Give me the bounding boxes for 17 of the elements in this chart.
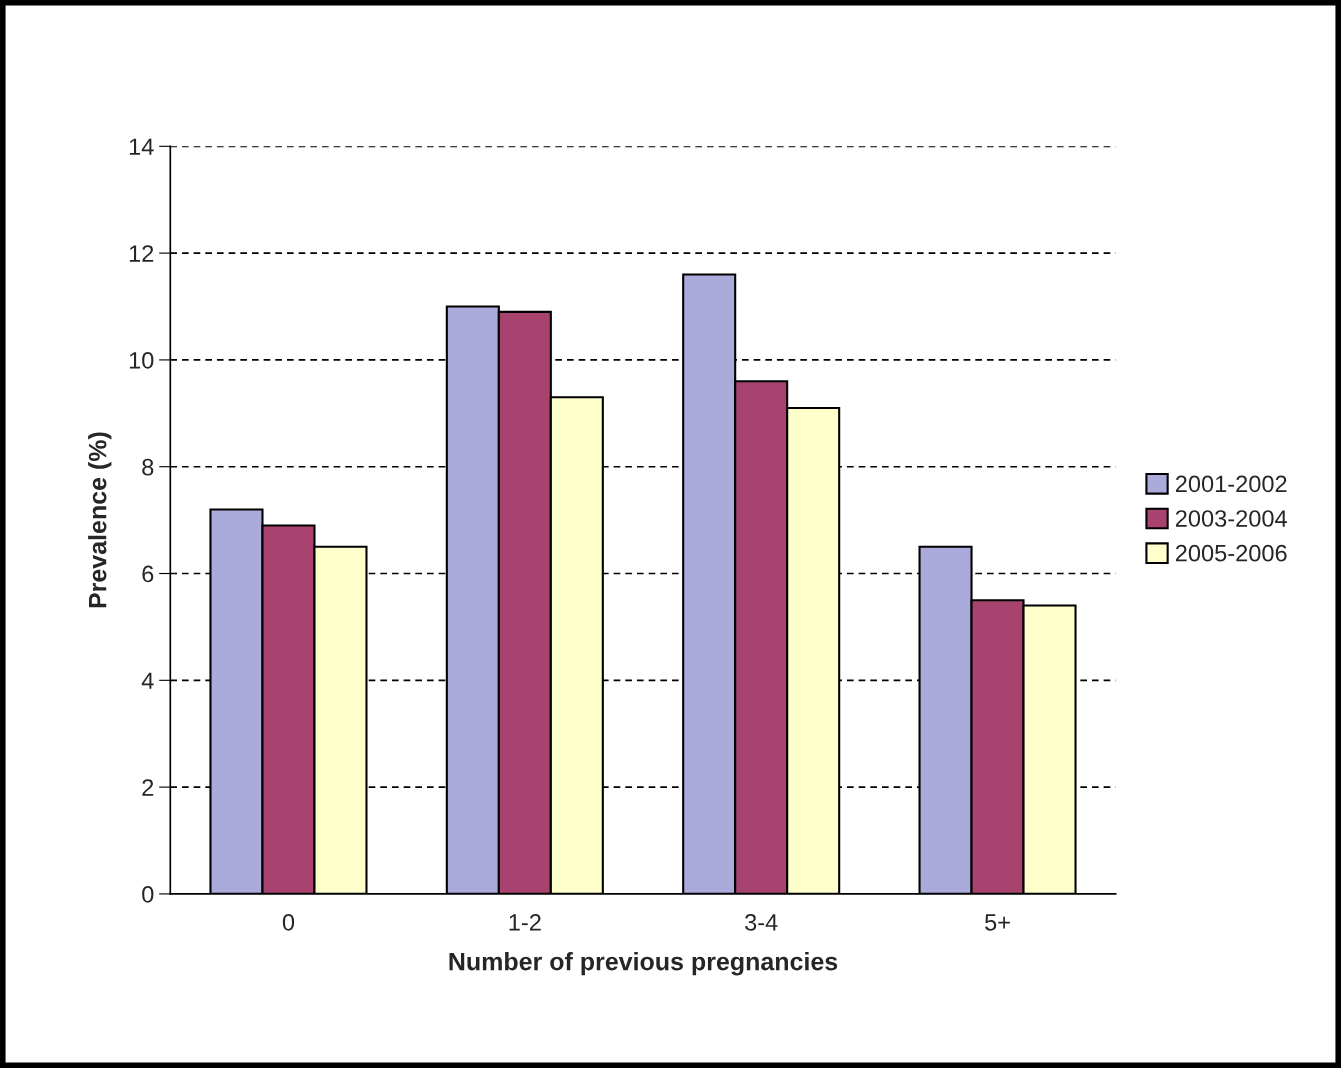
y-tick-label: 12 xyxy=(129,245,154,262)
x-axis-title: Number of previous pregnancies xyxy=(449,952,838,976)
y-tick-label: 4 xyxy=(141,672,154,689)
x-tick-label: 3-4 xyxy=(745,913,778,931)
y-tick-label: 14 xyxy=(129,138,154,155)
y-tick-label: 6 xyxy=(142,565,154,583)
y-tick-label: 10 xyxy=(129,351,154,369)
y-tick-label: 2 xyxy=(142,779,154,796)
legend-label: 2005-2006 xyxy=(1175,544,1287,562)
legend-label: 2003-2004 xyxy=(1175,510,1287,527)
y-tick-label: 0 xyxy=(142,885,154,903)
x-tick-label: 0 xyxy=(282,913,295,931)
legend-label: 2001-2002 xyxy=(1175,475,1287,493)
x-tick-label: 5+ xyxy=(985,914,1010,931)
y-tick-label: 8 xyxy=(142,458,154,476)
y-axis-title: Prevalence (%) xyxy=(88,432,112,608)
x-tick-label: 1-2 xyxy=(509,913,541,931)
